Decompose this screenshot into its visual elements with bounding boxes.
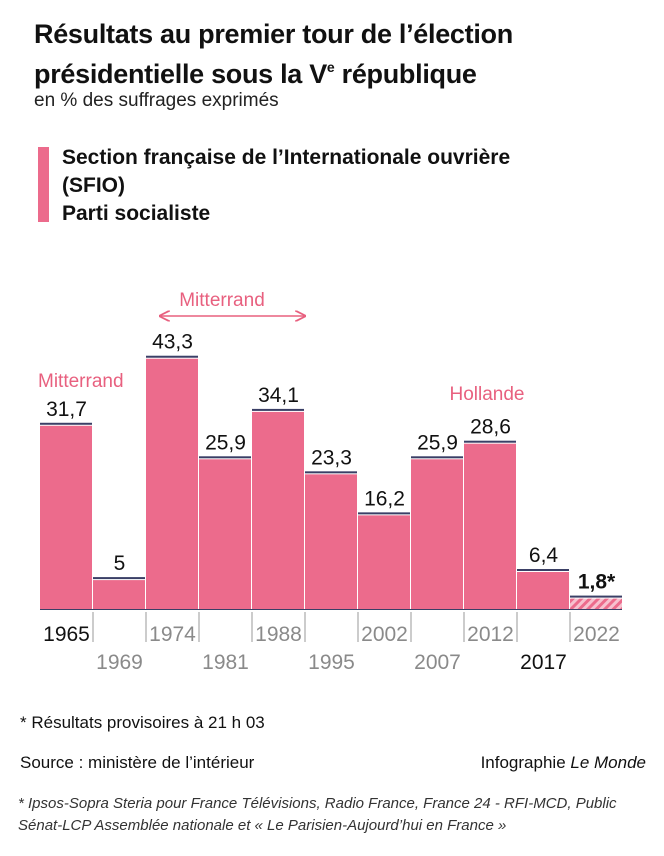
- legend: Section française de l’Internationale ou…: [38, 144, 648, 228]
- value-label: 25,9: [205, 431, 246, 454]
- tick-label: 1988: [255, 623, 302, 646]
- tick-label: 2017: [520, 651, 567, 674]
- bar-top-line: [252, 408, 304, 411]
- tick-label: 2007: [414, 651, 461, 674]
- title-superscript: e: [326, 59, 335, 75]
- bar-chart: 31,7 1965 5 1969 43,3 1974 25,9 1981 34,1 1988 23,…: [38, 290, 622, 674]
- bar: [464, 443, 516, 609]
- bar-top-line: [93, 577, 145, 580]
- bar-top-line: [464, 440, 516, 443]
- bar: [199, 459, 251, 609]
- value-label: 43,3: [152, 331, 193, 354]
- value-label: 25,9: [417, 431, 458, 454]
- annotation-mitterrand-1965: Mitterrand: [38, 371, 124, 392]
- tick-label: 2012: [467, 623, 514, 646]
- value-label: 1,8*: [578, 571, 616, 594]
- value-label: 6,4: [529, 544, 559, 567]
- bar: [305, 474, 357, 609]
- legend-item-ps: Parti socialiste: [62, 202, 211, 225]
- bar-top-line: [40, 422, 92, 425]
- bar: [146, 358, 198, 609]
- value-label: 5: [114, 552, 126, 575]
- chart-title: Résultats au premier tour de l’élection …: [34, 19, 513, 89]
- value-label: 28,6: [470, 416, 511, 439]
- tick-label: 2002: [361, 623, 408, 646]
- value-label: 23,3: [311, 446, 352, 469]
- annotation-hollande: Hollande: [450, 384, 525, 405]
- tick-label: 1995: [308, 651, 355, 674]
- tick-label: 1981: [202, 651, 249, 674]
- bar-top-line: [305, 471, 357, 474]
- bar: [252, 411, 304, 609]
- legend-item-sfio: Section française de l’Internationale ou…: [62, 146, 511, 169]
- legend-item-sfio-abbr: (SFIO): [62, 174, 125, 197]
- value-label: 16,2: [364, 487, 405, 510]
- chart-subtitle: en % des suffrages exprimés: [34, 90, 279, 111]
- tick-label: 1965: [43, 623, 90, 646]
- bar: [358, 515, 410, 609]
- bar: [40, 425, 92, 609]
- provisional-note: * Résultats provisoires à 21 h 03: [20, 713, 265, 732]
- tick-label: 2022: [573, 623, 620, 646]
- credit-brand: Le Monde: [570, 753, 646, 772]
- value-label: 31,7: [46, 398, 87, 421]
- bar: [93, 580, 145, 609]
- bar: [517, 572, 569, 609]
- value-label: 34,1: [258, 384, 299, 407]
- bar: [570, 598, 622, 609]
- credit-text: Infographie Le Monde: [480, 753, 646, 772]
- source-text: Source : ministère de l’intérieur: [20, 753, 255, 772]
- bar-top-line: [570, 595, 622, 598]
- tick-label: 1969: [96, 651, 143, 674]
- tick-label: 1974: [149, 623, 196, 646]
- poll-source: * Ipsos-Sopra Steria pour France Télévis…: [18, 795, 617, 834]
- legend-swatch: [38, 147, 49, 222]
- bar-top-line: [146, 355, 198, 358]
- bar-top-line: [411, 456, 463, 459]
- bar: [411, 459, 463, 609]
- bar-top-line: [517, 569, 569, 572]
- annotation-mitterrand-range: Mitterrand: [179, 290, 265, 311]
- bar-top-line: [199, 456, 251, 459]
- bar-top-line: [358, 512, 410, 515]
